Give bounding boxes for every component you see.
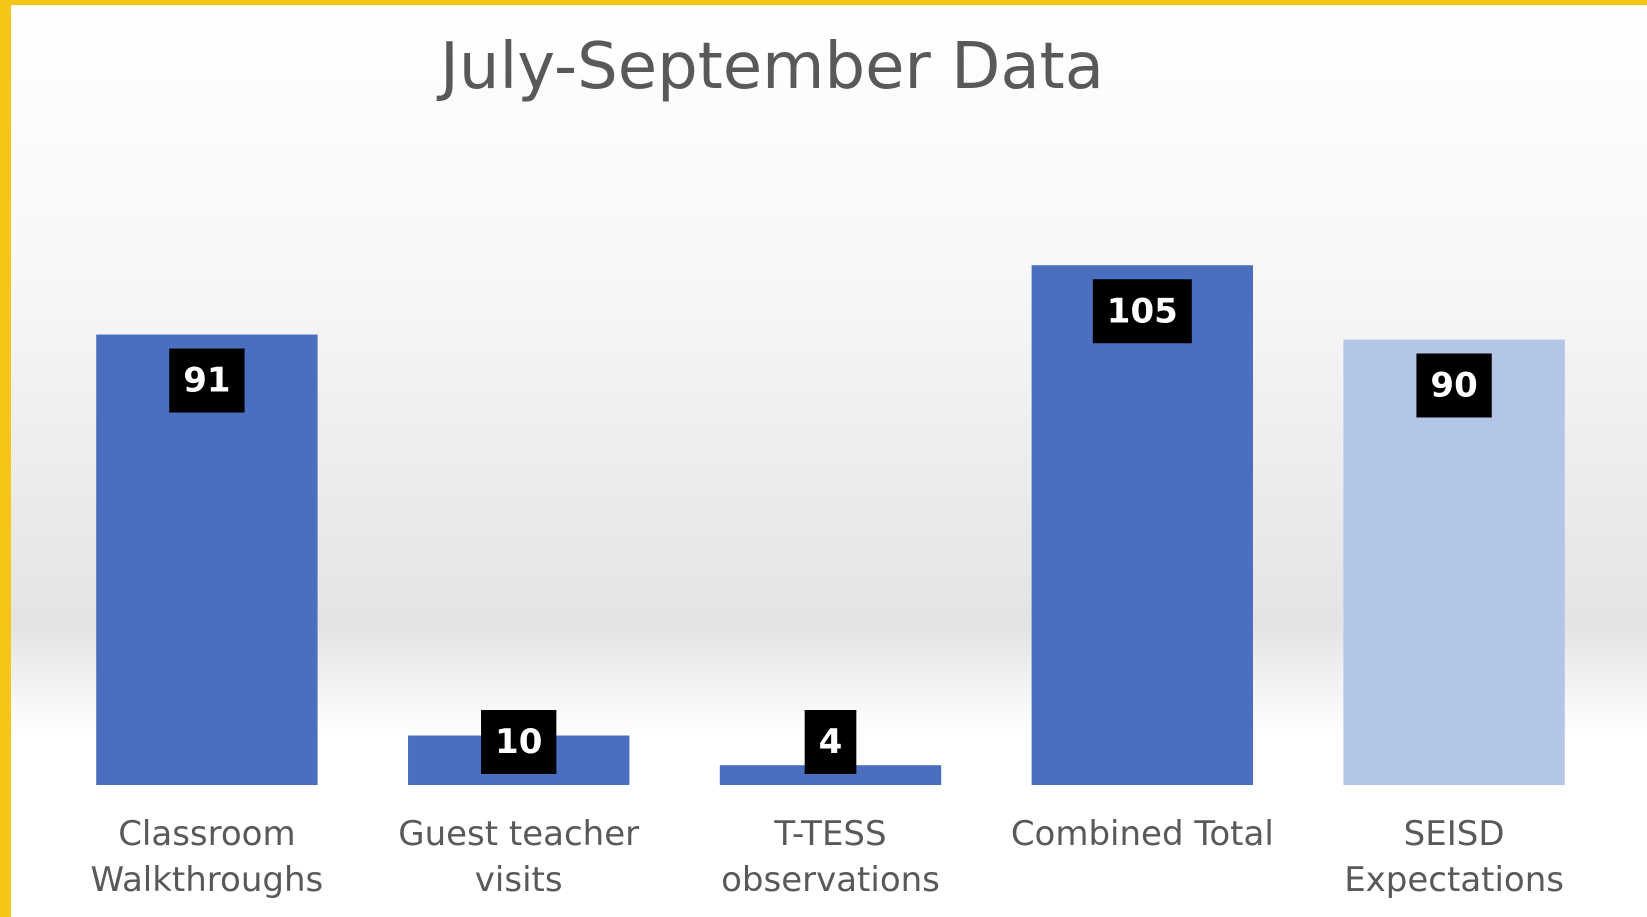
bar <box>1031 265 1253 785</box>
x-tick-label: Classroom Walkthroughs <box>90 814 324 900</box>
data-label-box <box>481 710 557 774</box>
x-tick-label: SEISD Expectations <box>1344 814 1564 900</box>
x-tick-label: Guest teacher visits <box>398 814 640 900</box>
data-label: 4 <box>819 722 843 762</box>
data-label: 91 <box>183 361 230 401</box>
x-tick-label: Combined Total <box>1010 814 1274 854</box>
data-label: 10 <box>495 722 542 762</box>
chart-title: July-September Data <box>436 30 1104 104</box>
data-label: 105 <box>1107 291 1178 331</box>
data-label-box <box>804 710 857 774</box>
data-label-box <box>169 348 245 413</box>
data-label-box <box>1092 279 1192 344</box>
bar <box>719 765 942 785</box>
data-label: 90 <box>1430 366 1477 406</box>
x-tick-label: T-TESS observations <box>721 814 940 900</box>
data-label-box <box>1416 353 1492 418</box>
